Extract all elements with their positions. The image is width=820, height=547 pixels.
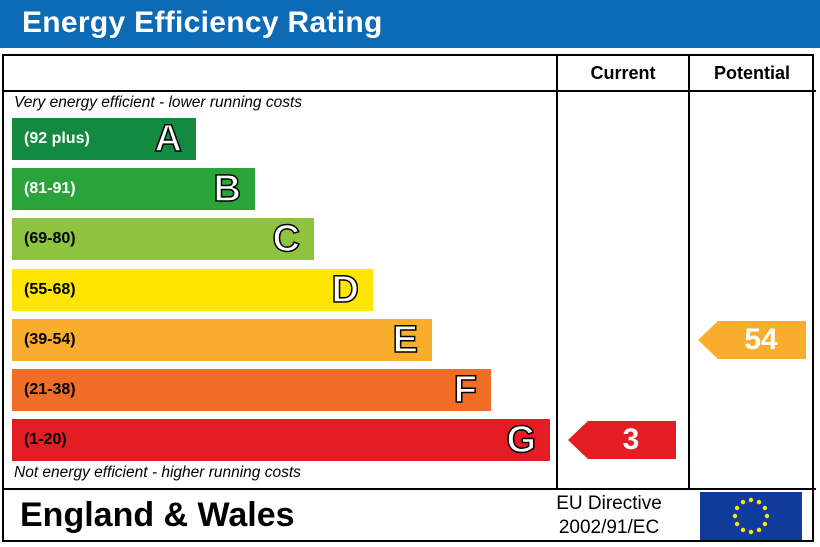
band-letter: F bbox=[453, 368, 478, 412]
eu-star-icon bbox=[764, 513, 770, 519]
eu-star-icon bbox=[748, 529, 754, 535]
band-d: (55-68) D bbox=[12, 268, 373, 312]
band-letter: C bbox=[272, 218, 301, 262]
eu-directive: EU Directive 2002/91/EC bbox=[528, 492, 690, 540]
potential-rating-arrow: 54 bbox=[698, 320, 806, 359]
band-letter: G bbox=[506, 418, 537, 462]
band-letter: A bbox=[154, 117, 183, 161]
eu-star-icon bbox=[740, 527, 746, 533]
eu-star-icon bbox=[756, 527, 762, 533]
page-title: Energy Efficiency Rating bbox=[22, 6, 383, 39]
eu-directive-line2: 2002/91/EC bbox=[558, 517, 660, 538]
caption-top: Very energy efficient - lower running co… bbox=[14, 94, 303, 111]
header-divider bbox=[4, 90, 816, 92]
eu-star-icon bbox=[756, 499, 762, 505]
current-rating-value: 3 bbox=[622, 423, 640, 457]
eu-star-icon bbox=[748, 497, 754, 503]
column-divider-current bbox=[556, 56, 558, 490]
band-range-label: (69-80) bbox=[24, 230, 76, 248]
potential-rating-value: 54 bbox=[744, 322, 778, 356]
footer-divider bbox=[4, 488, 816, 490]
band-f: (21-38) F bbox=[12, 368, 491, 412]
band-range-label: (21-38) bbox=[24, 381, 76, 398]
band-range-label: (39-54) bbox=[24, 330, 76, 348]
column-divider-potential bbox=[688, 56, 690, 490]
band-letter: D bbox=[331, 268, 360, 312]
eu-directive-line1: EU Directive bbox=[556, 493, 662, 514]
eu-star-icon bbox=[732, 513, 738, 519]
header-bar: Energy Efficiency Rating bbox=[0, 0, 820, 48]
potential-column-header: Potential bbox=[713, 63, 790, 83]
band-g: (1-20) G bbox=[12, 418, 550, 462]
eu-flag-icon bbox=[700, 492, 802, 540]
current-rating-arrow: 3 bbox=[568, 421, 676, 460]
band-c: (69-80) C bbox=[12, 218, 314, 262]
eu-star-icon bbox=[762, 505, 768, 511]
current-column-header: Current bbox=[590, 63, 656, 83]
band-range-label: (92 plus) bbox=[24, 130, 90, 147]
band-range-label: (1-20) bbox=[24, 431, 67, 449]
eu-star-icon bbox=[734, 521, 740, 527]
eu-star-icon bbox=[762, 521, 768, 527]
band-range-label: (81-91) bbox=[24, 180, 76, 198]
eu-star-icon bbox=[740, 499, 746, 505]
caption-bottom: Not energy efficient - higher running co… bbox=[14, 464, 301, 481]
band-range-label: (55-68) bbox=[24, 280, 76, 298]
band-a: (92 plus) A bbox=[12, 117, 196, 161]
rating-table: Current Potential Very energy efficient … bbox=[2, 54, 816, 542]
band-letter: B bbox=[213, 167, 242, 211]
eu-star-icon bbox=[734, 505, 740, 511]
band-b: (81-91) B bbox=[12, 167, 255, 211]
band-e: (39-54) E bbox=[12, 318, 432, 362]
region-label: England & Wales bbox=[20, 496, 295, 534]
band-letter: E bbox=[392, 318, 419, 362]
